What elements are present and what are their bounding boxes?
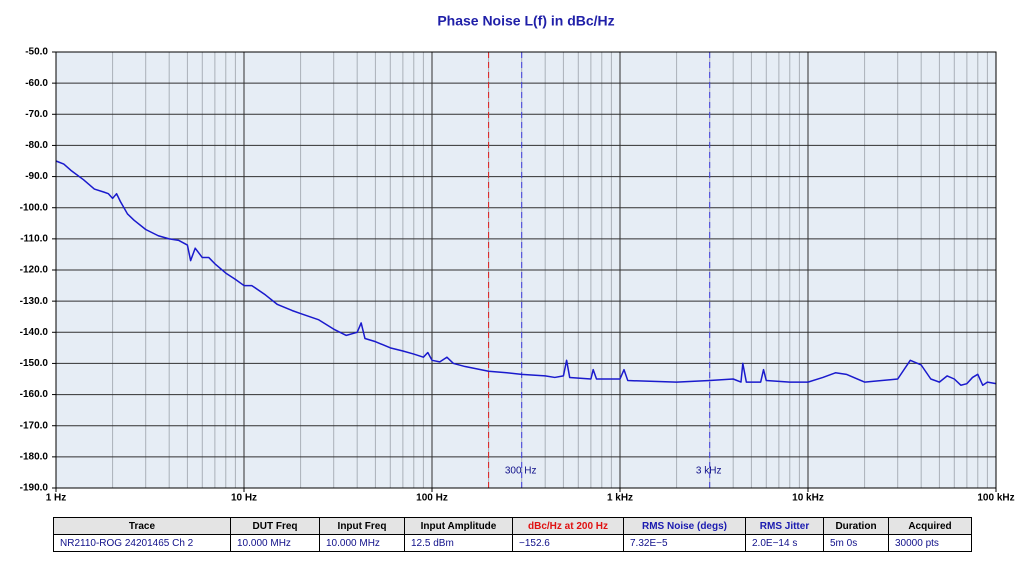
cell: −152.6 xyxy=(512,534,624,552)
y-tick-label: -180.0 xyxy=(20,451,49,462)
marker-label: 300 Hz xyxy=(505,466,537,477)
x-tick-label: 10 Hz xyxy=(231,493,257,504)
cell: 12.5 dBm xyxy=(404,534,513,552)
trace-line xyxy=(55,160,997,386)
cell: 30000 pts xyxy=(888,534,972,552)
cell: 2.0E−14 s xyxy=(745,534,824,552)
cell: NR2110-ROG 24201465 Ch 2 xyxy=(53,534,231,552)
header-cell: RMS Jitter xyxy=(745,517,824,535)
table-header: Trace DUT Freq Input Freq Input Amplitude dB… xyxy=(53,517,972,535)
y-tick-label: -60.0 xyxy=(25,78,48,89)
header-cell: RMS Noise (degs) xyxy=(623,517,746,535)
x-tick-label: 100 kHz xyxy=(977,493,1014,504)
cell: 10.000 MHz xyxy=(230,534,320,552)
cell: 7.32E−5 xyxy=(623,534,746,552)
y-tick-label: -160.0 xyxy=(20,389,49,400)
header-cell: dBc/Hz at 200 Hz xyxy=(512,517,624,535)
y-tick-label: -140.0 xyxy=(20,327,49,338)
y-tick-label: -130.0 xyxy=(20,296,49,307)
plot-border xyxy=(55,51,997,489)
x-tick-label: 1 kHz xyxy=(607,493,633,504)
y-tick-label: -80.0 xyxy=(25,140,48,151)
x-tick-label: 10 kHz xyxy=(792,493,824,504)
cell: 10.000 MHz xyxy=(319,534,405,552)
cell: 5m 0s xyxy=(823,534,889,552)
header-cell: DUT Freq xyxy=(230,517,320,535)
y-tick-label: -150.0 xyxy=(20,358,49,369)
y-tick-label: -90.0 xyxy=(25,171,48,182)
y-tick-label: -190.0 xyxy=(20,483,49,494)
y-tick-label: -70.0 xyxy=(25,109,48,120)
marker-label: 3 kHz xyxy=(696,466,722,477)
x-tick-label: 1 Hz xyxy=(46,493,67,504)
header-cell: Acquired xyxy=(888,517,972,535)
chart: Phase Noise L(f) in dBc/Hz -50.0 -60.0 -70… xyxy=(20,13,1015,504)
y-tick-label: -120.0 xyxy=(20,265,49,276)
y-tick-label: -100.0 xyxy=(20,202,49,213)
y-tick-label: -170.0 xyxy=(20,420,49,431)
header-cell: Input Freq xyxy=(319,517,405,535)
y-tick-label: -50.0 xyxy=(25,47,48,58)
header-cell: Input Amplitude xyxy=(404,517,513,535)
table-row: NR2110-ROG 24201465 Ch 2 10.000 MHz 10.000… xyxy=(53,534,972,552)
chart-title: Phase Noise L(f) in dBc/Hz xyxy=(437,13,614,29)
header-cell: Duration xyxy=(823,517,889,535)
summary-table: Trace DUT Freq Input Freq Input Amplitude dB… xyxy=(53,517,972,552)
header-cell: Trace xyxy=(53,517,231,535)
x-tick-label: 100 Hz xyxy=(416,493,448,504)
y-tick-label: -110.0 xyxy=(20,233,48,244)
